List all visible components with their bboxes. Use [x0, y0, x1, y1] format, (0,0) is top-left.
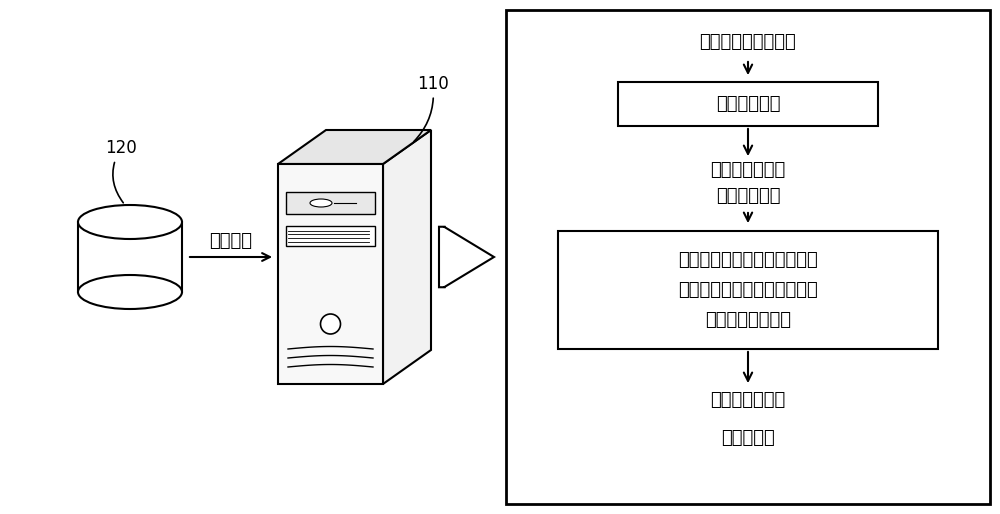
Text: 目标对象的目标特征: 目标对象的目标特征 [700, 33, 796, 51]
Text: 压缩哈希码: 压缩哈希码 [721, 429, 775, 447]
Ellipse shape [78, 205, 182, 239]
Text: 120: 120 [105, 139, 137, 203]
Bar [618, 82, 878, 126]
Bar [558, 231, 938, 349]
Circle shape [320, 314, 340, 334]
Text: 目标对象对应的: 目标对象对应的 [710, 391, 786, 409]
Bar [506, 10, 990, 504]
Polygon shape [383, 130, 431, 384]
Bar [278, 164, 383, 384]
Polygon shape [439, 227, 494, 287]
Ellipse shape [310, 199, 332, 207]
Text: 目标对象对应的: 目标对象对应的 [710, 161, 786, 179]
Ellipse shape [78, 275, 182, 309]
Text: 码中的低效哈希位: 码中的低效哈希位 [705, 310, 791, 328]
Bar [78, 222, 182, 292]
Text: 哈希位索引，去除待压缩哈希: 哈希位索引，去除待压缩哈希 [678, 281, 818, 299]
Text: 目标哈希模型: 目标哈希模型 [716, 95, 780, 113]
Text: 基于适用于目标哈希码的低效: 基于适用于目标哈希码的低效 [678, 251, 818, 269]
Bar [286, 226, 375, 246]
Text: 110: 110 [414, 75, 449, 142]
Bar [286, 192, 375, 214]
Text: 待压缩哈希码: 待压缩哈希码 [716, 187, 780, 205]
Polygon shape [278, 130, 431, 164]
Text: 目标对象: 目标对象 [210, 232, 252, 250]
